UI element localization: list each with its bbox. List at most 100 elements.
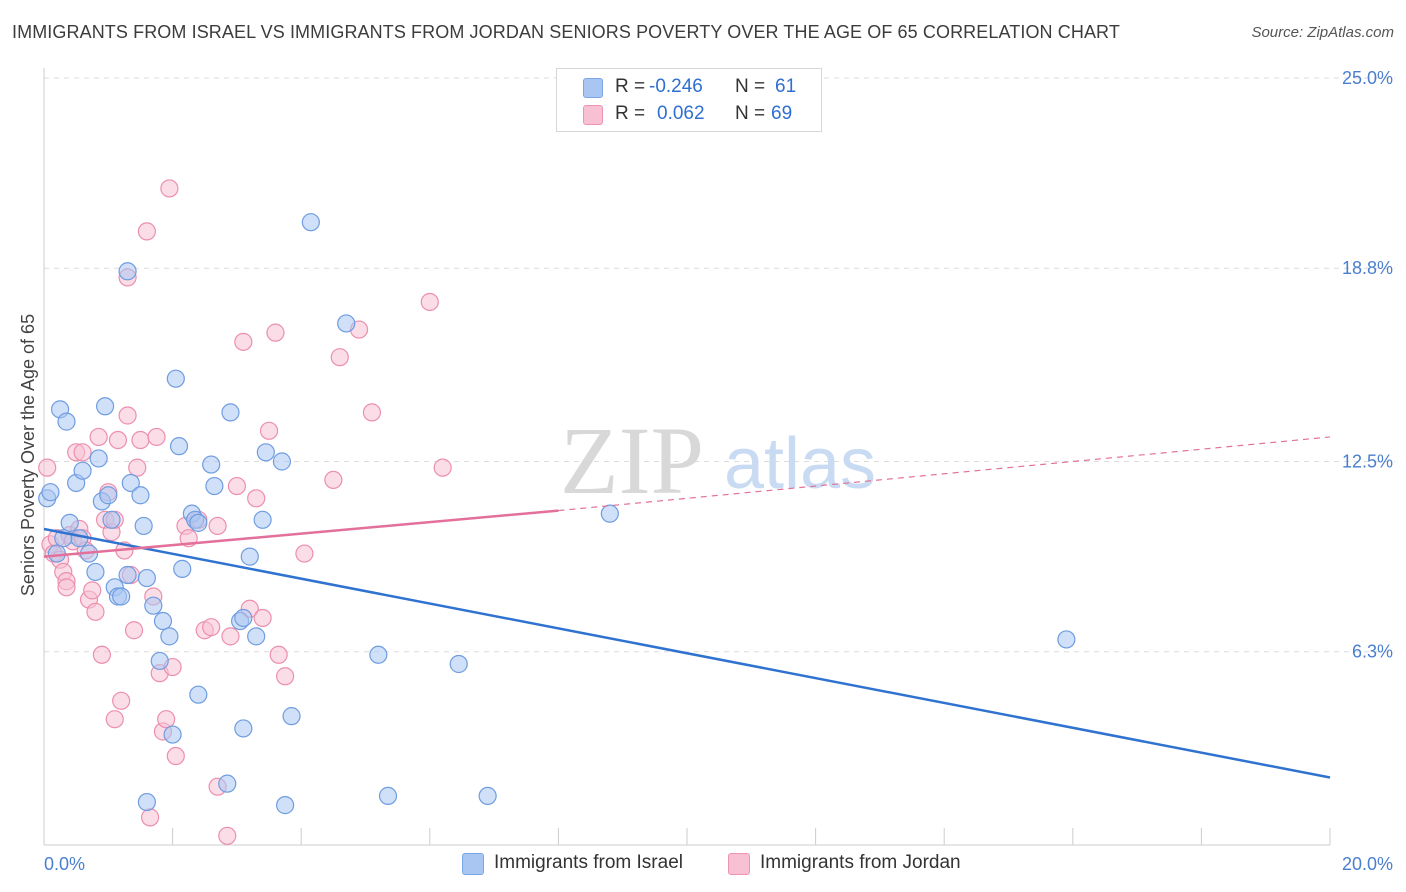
israel-point bbox=[234, 719, 253, 738]
israel-point bbox=[73, 461, 92, 480]
israel-point bbox=[369, 645, 388, 664]
israel-point bbox=[600, 504, 619, 523]
legend-r-value: 0.062 bbox=[657, 103, 705, 124]
legend-label-israel: Immigrants from Israel bbox=[494, 852, 683, 873]
israel-point bbox=[478, 786, 497, 806]
israel-point bbox=[272, 452, 292, 471]
israel-point bbox=[202, 455, 221, 474]
jordan-point bbox=[218, 826, 237, 845]
jordan-point bbox=[73, 443, 92, 462]
jordan-point bbox=[57, 578, 76, 597]
legend-n-value: 61 bbox=[775, 76, 797, 97]
jordan-point bbox=[118, 406, 137, 425]
jordan-point bbox=[166, 746, 185, 766]
jordan-point bbox=[137, 222, 156, 241]
y-tick-label: 18.8% bbox=[1342, 258, 1393, 278]
israel-point bbox=[256, 443, 275, 462]
watermark-zip: ZIP bbox=[560, 407, 704, 514]
tick-labels: 6.3% 12.5% 18.8% 25.0% 0.0% 20.0% bbox=[44, 68, 1393, 874]
israel-point bbox=[102, 510, 121, 529]
legend-r-value: -0.246 bbox=[649, 76, 703, 97]
jordan-point bbox=[227, 476, 246, 496]
israel-point bbox=[276, 796, 295, 815]
jordan-point bbox=[202, 618, 221, 637]
jordan-trend-extension bbox=[558, 436, 1331, 512]
jordan-point bbox=[83, 581, 102, 600]
jordan-point bbox=[420, 292, 439, 312]
israel-point bbox=[282, 707, 301, 726]
israel-point bbox=[118, 565, 137, 585]
y-tick-label: 25.0% bbox=[1342, 68, 1393, 88]
chart-title: IMMIGRANTS FROM ISRAEL VS IMMIGRANTS FRO… bbox=[12, 22, 1120, 42]
jordan-point bbox=[140, 808, 160, 827]
israel-point bbox=[218, 774, 237, 793]
legend-n-label: N = bbox=[735, 103, 766, 124]
israel-point bbox=[160, 627, 179, 646]
y-axis-label: Seniors Poverty Over the Age of 65 bbox=[18, 314, 38, 596]
israel-point bbox=[121, 473, 140, 493]
israel-points bbox=[38, 213, 1076, 815]
jordan-point bbox=[86, 602, 105, 621]
israel-point bbox=[41, 483, 60, 502]
jordan-point bbox=[259, 421, 279, 440]
israel-point bbox=[301, 213, 320, 232]
legend-swatch-jordan bbox=[728, 853, 750, 875]
jordan-point bbox=[276, 667, 295, 686]
jordan-point bbox=[234, 332, 253, 351]
jordan-point bbox=[112, 691, 131, 710]
israel-point bbox=[449, 654, 468, 674]
jordan-points bbox=[38, 179, 452, 845]
y-tick-label: 12.5% bbox=[1342, 452, 1393, 472]
jordan-point bbox=[147, 427, 166, 447]
israel-point bbox=[221, 403, 240, 422]
jordan-point bbox=[160, 179, 179, 198]
israel-point bbox=[166, 369, 185, 388]
israel-point bbox=[118, 262, 137, 281]
jordan-point bbox=[38, 458, 57, 477]
israel-point bbox=[337, 314, 356, 333]
israel-point bbox=[99, 486, 118, 505]
jordan-point bbox=[105, 710, 124, 729]
israel-point bbox=[150, 651, 169, 671]
israel-point bbox=[57, 412, 76, 431]
israel-point bbox=[137, 568, 156, 588]
jordan-point bbox=[295, 544, 314, 563]
legend-swatch-jordan bbox=[583, 105, 603, 125]
israel-point bbox=[1057, 630, 1076, 649]
jordan-point bbox=[253, 608, 272, 628]
jordan-point bbox=[221, 627, 240, 646]
israel-point bbox=[86, 562, 105, 582]
israel-point bbox=[169, 437, 189, 456]
israel-point bbox=[163, 725, 182, 744]
jordan-point bbox=[108, 430, 128, 450]
watermark-atlas: atlas bbox=[724, 424, 876, 504]
israel-point bbox=[89, 449, 108, 468]
israel-point bbox=[144, 596, 163, 615]
israel-point bbox=[378, 786, 398, 806]
israel-point bbox=[205, 476, 224, 496]
israel-point bbox=[131, 486, 150, 505]
jordan-point bbox=[433, 458, 452, 477]
legend-r-label: R = bbox=[615, 103, 646, 124]
jordan-point bbox=[266, 323, 285, 342]
israel-point bbox=[189, 685, 208, 704]
gridlines bbox=[44, 77, 1395, 653]
israel-point bbox=[234, 608, 253, 628]
israel-point bbox=[112, 587, 131, 606]
legend-n-value: 69 bbox=[771, 103, 793, 124]
israel-point bbox=[240, 547, 259, 566]
legend-swatch-israel bbox=[462, 853, 484, 875]
jordan-point bbox=[362, 403, 382, 422]
legend-n-label: N = bbox=[735, 76, 766, 97]
jordan-point bbox=[208, 516, 227, 536]
trend-lines bbox=[43, 436, 1331, 779]
israel-point bbox=[95, 397, 115, 416]
israel-point bbox=[47, 544, 66, 563]
jordan-point bbox=[247, 489, 266, 508]
jordan-trend-line bbox=[43, 509, 559, 558]
jordan-point bbox=[128, 458, 147, 477]
jordan-point bbox=[157, 710, 176, 729]
legend-swatch-israel bbox=[583, 78, 603, 98]
israel-point bbox=[60, 513, 79, 532]
